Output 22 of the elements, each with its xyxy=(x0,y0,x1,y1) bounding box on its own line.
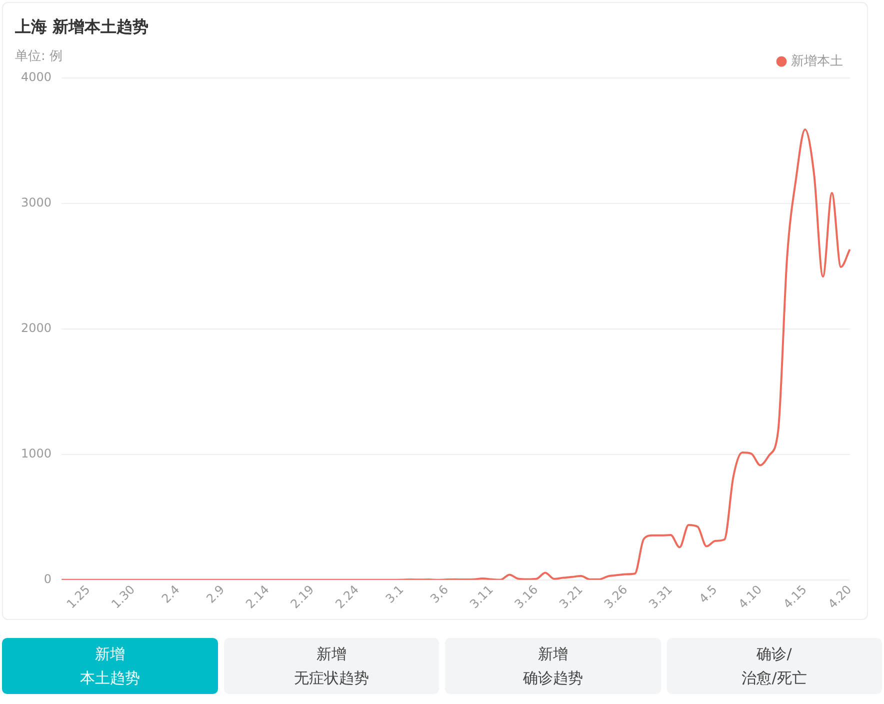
x-tick-label: 2.4 xyxy=(158,582,182,606)
text: 无症状趋势 xyxy=(294,668,369,689)
y-tick-label: 0 xyxy=(44,572,52,586)
text: 新增 xyxy=(94,644,125,665)
y-tick-label: 1000 xyxy=(20,446,52,461)
legend-label: 新增本土 xyxy=(791,54,843,69)
chart-subtitle: 单位: 例 xyxy=(15,48,63,65)
text: 确诊趋势 xyxy=(522,668,583,689)
x-tick-label: 2.9 xyxy=(204,582,228,606)
text: 新增 xyxy=(316,644,346,665)
y-tick-label: 3000 xyxy=(20,196,52,210)
text: 新增 xyxy=(538,644,568,665)
x-tick-label: 3.6 xyxy=(428,582,452,606)
x-tick-label: 4.5 xyxy=(696,582,720,606)
y-tick-label: 4000 xyxy=(20,70,52,84)
chart-title: 上海 新增本土趋势 xyxy=(15,17,149,38)
x-tick-label: 3.1 xyxy=(382,582,406,606)
y-tick-label: 2000 xyxy=(20,321,52,336)
text: 本土趋势 xyxy=(80,668,140,689)
line-series xyxy=(60,128,851,580)
text: 治愈/死亡 xyxy=(742,668,807,689)
text: 确诊/ xyxy=(756,644,792,665)
